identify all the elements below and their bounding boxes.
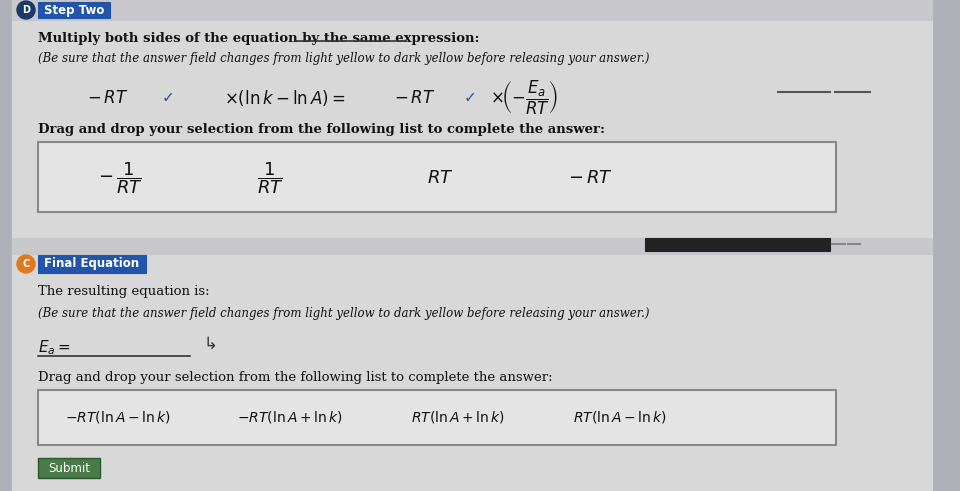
FancyBboxPatch shape (12, 0, 932, 20)
FancyBboxPatch shape (38, 458, 100, 478)
Text: Step Two: Step Two (44, 3, 105, 17)
FancyBboxPatch shape (12, 20, 932, 238)
Text: ↳: ↳ (204, 335, 217, 353)
FancyBboxPatch shape (12, 0, 932, 491)
Text: $RT(\ln A - \ln k)$: $RT(\ln A - \ln k)$ (573, 409, 667, 425)
Text: Submit: Submit (48, 462, 90, 474)
FancyBboxPatch shape (38, 255, 146, 273)
Text: $\times\!\left(-\dfrac{E_a}{RT}\right)$: $\times\!\left(-\dfrac{E_a}{RT}\right)$ (490, 79, 559, 117)
Text: Final Equation: Final Equation (44, 257, 139, 271)
Circle shape (17, 1, 35, 19)
Text: $\times(\ln k - \ln A) =$: $\times(\ln k - \ln A) =$ (225, 88, 346, 108)
FancyBboxPatch shape (38, 390, 836, 445)
Circle shape (17, 255, 35, 273)
Text: Multiply both sides of the equation by the same expression:: Multiply both sides of the equation by t… (38, 31, 479, 45)
Text: $-\,RT$: $-\,RT$ (395, 89, 436, 107)
FancyBboxPatch shape (12, 238, 932, 254)
FancyBboxPatch shape (38, 142, 836, 212)
Text: ✓: ✓ (464, 90, 476, 106)
Text: $RT(\ln A + \ln k)$: $RT(\ln A + \ln k)$ (411, 409, 505, 425)
Text: $-RT(\ln A - \ln k)$: $-RT(\ln A - \ln k)$ (65, 409, 171, 425)
Text: (Be sure that the answer field changes from light yellow to dark yellow before r: (Be sure that the answer field changes f… (38, 52, 650, 64)
Text: Drag and drop your selection from the following list to complete the answer:: Drag and drop your selection from the fo… (38, 124, 605, 136)
Text: The resulting equation is:: The resulting equation is: (38, 285, 209, 299)
FancyBboxPatch shape (12, 254, 932, 491)
Text: (Be sure that the answer field changes from light yellow to dark yellow before r: (Be sure that the answer field changes f… (38, 307, 650, 321)
Text: C: C (22, 259, 30, 269)
Text: $-\,\dfrac{1}{RT}$: $-\,\dfrac{1}{RT}$ (98, 160, 142, 196)
Text: $-\,RT$: $-\,RT$ (87, 89, 129, 107)
Text: Drag and drop your selection from the following list to complete the answer:: Drag and drop your selection from the fo… (38, 372, 553, 384)
FancyBboxPatch shape (38, 2, 110, 18)
Text: $E_a =$: $E_a =$ (38, 339, 71, 357)
Text: ✓: ✓ (161, 90, 175, 106)
Text: $-RT(\ln A + \ln k)$: $-RT(\ln A + \ln k)$ (237, 409, 343, 425)
Text: $\dfrac{1}{RT}$: $\dfrac{1}{RT}$ (256, 160, 283, 196)
Text: $RT$: $RT$ (426, 169, 453, 187)
Text: D: D (22, 5, 30, 15)
FancyBboxPatch shape (645, 238, 830, 251)
Text: $-\,RT$: $-\,RT$ (567, 169, 612, 187)
